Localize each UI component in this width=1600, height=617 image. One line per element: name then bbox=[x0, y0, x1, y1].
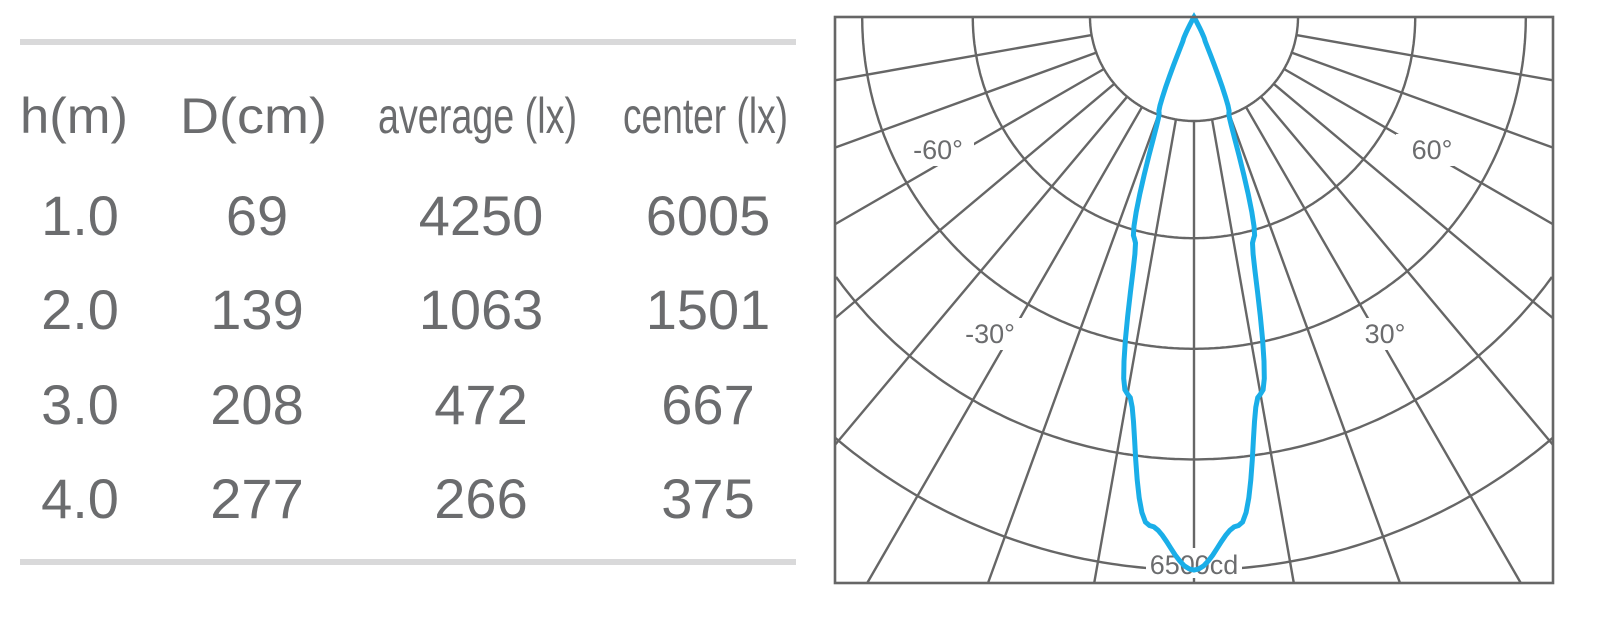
table-cell: 208 bbox=[210, 373, 303, 436]
table-cell: 139 bbox=[210, 278, 303, 341]
label-bg bbox=[1349, 318, 1421, 350]
grid-radial bbox=[1210, 119, 1295, 584]
polar-chart: -60° 60° -30° 30° 6500cd bbox=[833, 12, 1555, 585]
grid-radial bbox=[1296, 33, 1554, 82]
grid-radial bbox=[1093, 119, 1178, 584]
grid-radial bbox=[834, 33, 1092, 82]
table-cell: 6005 bbox=[646, 184, 771, 247]
grid-radial bbox=[1272, 82, 1554, 320]
label-bg bbox=[1396, 134, 1468, 166]
table-cell: 1501 bbox=[646, 278, 771, 341]
grid-radial bbox=[986, 114, 1160, 584]
table-cell: 667 bbox=[661, 373, 754, 436]
table-cell: 1063 bbox=[419, 278, 544, 341]
grid-radial bbox=[834, 95, 1129, 446]
max-intensity-label: 6500cd bbox=[1150, 550, 1239, 580]
table-cell: 4250 bbox=[419, 184, 544, 247]
table-cell: 4.0 bbox=[41, 467, 119, 530]
table-cell: 266 bbox=[434, 467, 527, 530]
header-center: center (lx) bbox=[623, 88, 788, 144]
table-cell: 69 bbox=[226, 184, 288, 247]
table-cell: 375 bbox=[661, 467, 754, 530]
angle-label: -60° bbox=[913, 135, 963, 165]
table-row: 1.0 69 4250 6005 bbox=[41, 184, 770, 247]
light-distribution-curve bbox=[1121, 12, 1267, 573]
label-bg bbox=[902, 134, 974, 166]
table-cell: 3.0 bbox=[41, 373, 119, 436]
angle-label: 60° bbox=[1412, 135, 1453, 165]
header-height: h(m) bbox=[20, 88, 128, 144]
grid-radial bbox=[834, 82, 1116, 320]
table-row: 3.0 208 472 667 bbox=[41, 373, 755, 436]
grid-radial bbox=[834, 51, 1097, 149]
illuminance-table: h(m) D(cm) average (lx) center (lx) 1.0 6… bbox=[20, 39, 796, 565]
table-top-rule bbox=[20, 39, 796, 45]
table-row: 4.0 277 266 375 bbox=[41, 467, 755, 530]
table-row: 2.0 139 1063 1501 bbox=[41, 278, 770, 341]
header-diameter: D(cm) bbox=[180, 88, 327, 144]
grid-radial bbox=[1291, 51, 1554, 149]
grid-radial bbox=[1259, 95, 1554, 446]
table-cell: 277 bbox=[210, 467, 303, 530]
table-cell: 1.0 bbox=[41, 184, 119, 247]
label-bg bbox=[1146, 548, 1242, 578]
angle-label: 30° bbox=[1365, 319, 1406, 349]
table-cell: 472 bbox=[434, 373, 527, 436]
table-cell: 2.0 bbox=[41, 278, 119, 341]
grid-radial bbox=[1228, 114, 1402, 584]
table-bottom-rule bbox=[20, 559, 796, 565]
header-average: average (lx) bbox=[378, 88, 577, 144]
chart-frame bbox=[833, 15, 1555, 585]
label-bg bbox=[954, 318, 1026, 350]
angle-label: -30° bbox=[965, 319, 1015, 349]
